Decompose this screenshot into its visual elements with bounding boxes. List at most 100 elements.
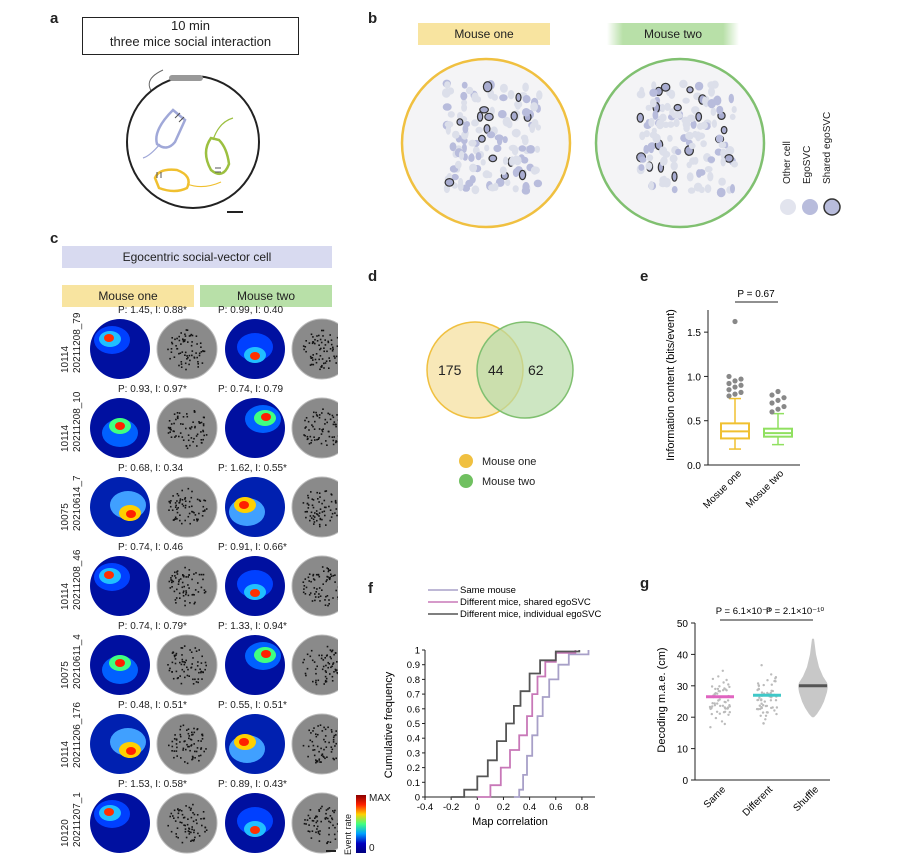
decoding-error-chart: 0 10 20 30 40 50 P = 6.1×10⁻³P = 2.1×10⁻¹⁰ Deco… — [656, 606, 830, 819]
g-ytick: 20 — [677, 713, 689, 724]
e-outlier — [738, 382, 744, 388]
e-outlier — [732, 378, 738, 384]
row-stat-m2: P: 0.55, I: 0.51* — [218, 700, 287, 711]
trajectory-map — [156, 318, 218, 380]
f-series-line — [513, 650, 590, 798]
row-session: 20211208_10 — [72, 391, 83, 452]
row-mouse-id: 10075 — [60, 661, 71, 689]
rate-maps-row — [90, 713, 338, 775]
venn-diagram — [426, 321, 574, 419]
row-stat-m1: P: 1.45, I: 0.88* — [118, 305, 187, 316]
panel-label-e: e — [640, 268, 649, 285]
info-content-boxplot: 0.0 0.5 1.0 1.5 P = 0.67 Information content … — [665, 289, 800, 511]
legend-shared-egosvc: Shared egoSVC — [822, 111, 833, 184]
colorbar-min-label: 0 — [369, 843, 375, 854]
e-outlier — [769, 400, 775, 406]
trajectory-map — [291, 555, 338, 617]
f-legend-item: Different mice, individual egoSVC — [460, 609, 601, 620]
f-ytick: 0.9 — [407, 660, 420, 671]
venn-mouse-two — [476, 321, 574, 419]
rate-maps-row — [90, 476, 338, 538]
g-ytick: 0 — [682, 776, 688, 787]
rate-maps-row — [90, 555, 338, 617]
f-legend-item: Same mouse — [460, 585, 516, 596]
e-outlier — [775, 388, 781, 395]
mouse-two-banner-c: Mouse two — [200, 285, 332, 307]
panel-a-title-line2: three mice social interaction — [109, 34, 272, 49]
mouse-one-banner-c: Mouse one — [62, 285, 194, 307]
colorbar-max-label: MAX — [369, 793, 391, 804]
row-session: 20210611_4 — [72, 634, 83, 689]
egosvc-header: Egocentric social-vector cell — [62, 246, 332, 268]
cell-type-legend: Other cell EgoSVC Shared egoSVC — [780, 88, 852, 192]
mouse-two-banner-b: Mouse two — [607, 23, 739, 45]
arena-schematic — [126, 69, 260, 213]
colorbar — [356, 795, 366, 853]
venn-legend-swatches — [459, 454, 473, 488]
trajectory-map — [156, 476, 218, 538]
row-mouse-id: 10075 — [60, 503, 71, 531]
f-ylabel: Cumulative frequency — [383, 671, 395, 778]
trajectory-map — [291, 476, 338, 538]
trajectory-map — [291, 713, 338, 775]
e-xtick: Mosue one — [701, 468, 744, 511]
e-outlier — [775, 397, 781, 403]
f-ytick: 0.1 — [407, 778, 420, 789]
row-session: 20211207_1 — [72, 792, 83, 847]
trajectory-map — [291, 792, 338, 854]
g-ytick: 50 — [677, 619, 689, 630]
row-stat-m1: P: 0.74, I: 0.79* — [118, 621, 187, 632]
e-outlier — [738, 389, 744, 395]
panel-label-d: d — [368, 268, 378, 285]
row-session: 20211206_176 — [72, 702, 83, 768]
f-ytick: 0.2 — [407, 763, 420, 774]
f-xtick: -0.2 — [443, 802, 459, 813]
e-ytick: 1.5 — [687, 328, 701, 339]
trajectory-map — [156, 634, 218, 696]
legend-egosvc: EgoSVC — [802, 145, 813, 184]
rate-maps-row — [90, 792, 338, 854]
venn-legend-mouse-one: Mouse one — [482, 456, 537, 468]
f-ytick: 0.5 — [407, 719, 420, 730]
e-xtick: Mosue two — [744, 468, 786, 510]
venn-legend-mouse-two: Mouse two — [482, 476, 536, 488]
g-xtick: Shuffle — [791, 784, 821, 814]
venn-count-overlap: 44 — [488, 362, 504, 378]
row-mouse-id: 10114 — [60, 424, 71, 452]
f-ytick: 0 — [415, 793, 420, 804]
f-ytick: 0.4 — [407, 734, 420, 745]
row-cell-id: 10120 20211207_1 — [60, 792, 84, 847]
row-stat-m2: P: 0.74, I: 0.79 — [218, 384, 284, 395]
e-pvalue: P = 0.67 — [737, 289, 775, 300]
row-stat-m1: P: 0.93, I: 0.97* — [118, 384, 187, 395]
row-stat-m2: P: 1.62, I: 0.55* — [218, 463, 287, 474]
g-ylabel: Decoding m.a.e. (cm) — [656, 647, 668, 752]
e-outlier — [732, 318, 738, 325]
row-session: 20211208_46 — [72, 549, 83, 610]
trajectory-map — [156, 792, 218, 854]
panel-a-title-line1: 10 min — [170, 18, 211, 33]
f-xtick: -0.4 — [417, 802, 433, 813]
e-ytick: 0.0 — [687, 461, 701, 472]
f-series-line — [477, 650, 577, 798]
colorbar-title: Event rate — [343, 813, 353, 855]
e-outlier — [732, 384, 738, 390]
cell-legend-swatches — [780, 198, 841, 216]
e-outlier — [781, 395, 787, 401]
e-outlier — [769, 392, 775, 398]
row-cell-id: 10075 20210611_4 — [60, 634, 84, 689]
g-ytick: 40 — [677, 650, 689, 661]
panel-label-b: b — [368, 10, 378, 27]
f-xtick: 0.6 — [549, 802, 562, 813]
cell-maps — [400, 57, 766, 229]
f-ytick: 0.8 — [407, 675, 420, 686]
panel-label-g: g — [640, 575, 650, 592]
f-legend-item: Different mice, shared egoSVC — [460, 597, 591, 608]
legend-other-cell: Other cell — [782, 141, 793, 184]
row-mouse-id: 10114 — [60, 740, 71, 768]
rate-maps-row — [90, 397, 338, 459]
e-ytick: 1.0 — [687, 372, 701, 383]
f-xtick: 0.4 — [523, 802, 536, 813]
row-cell-id: 10114 20211208_46 — [60, 550, 84, 610]
